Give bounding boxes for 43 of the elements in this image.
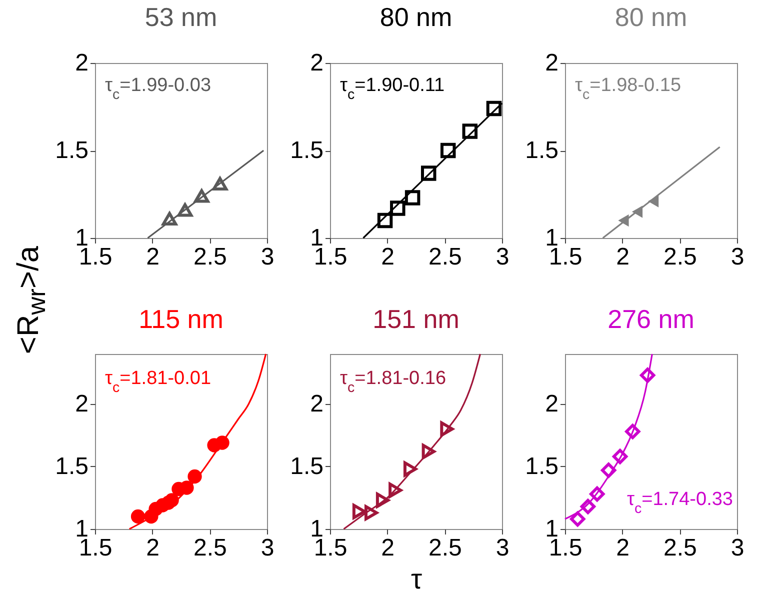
annotation: τ$_{c}$=1.74-0.33: [626, 489, 733, 517]
x-axis-title: τ: [410, 564, 422, 594]
x-tick-label: 2.5: [193, 534, 227, 562]
y-tick-label: 1.5: [525, 453, 558, 480]
chart-title: 80 nm: [614, 2, 688, 32]
x-tick-label: 2.5: [663, 244, 697, 270]
y-tick-label: 2: [545, 50, 558, 76]
annotation: τ$_{c}$=1.99-0.03: [105, 75, 212, 103]
x-tick-label: 2: [616, 534, 630, 562]
x-tick-label: 2: [381, 534, 395, 562]
annotation: τ$_{c}$=1.81-0.01: [105, 368, 212, 396]
annotation: τ$_{c}$=1.98-0.15: [575, 75, 682, 103]
x-tick-label: 2.5: [428, 244, 462, 270]
chart-title: 53 nm: [144, 2, 218, 32]
x-tick-label: 2.5: [428, 534, 462, 562]
chart-title: 80 nm: [380, 2, 452, 32]
y-tick-label: 1.5: [525, 137, 558, 164]
y-tick-label: 2: [75, 390, 88, 418]
y-tick-label: 1.5: [290, 453, 324, 480]
chart-title: 151 nm: [372, 304, 460, 334]
x-tick-label: 2.5: [663, 534, 697, 562]
x-tick-label: 2: [616, 244, 630, 270]
x-tick-label: 2: [146, 244, 160, 270]
x-tick-label: 3: [260, 244, 274, 270]
y-tick-label: 2: [310, 50, 324, 76]
x-tick-label: 3: [496, 244, 510, 270]
y-tick-label: 2: [545, 390, 558, 418]
chart-title: 115 nm: [138, 304, 224, 334]
x-tick-label: 3: [260, 534, 274, 562]
chart-title: 276 nm: [608, 304, 694, 334]
x-tick-label: 3: [730, 244, 744, 270]
y-tick-label: 1.5: [55, 137, 88, 164]
y-tick-label: 1.5: [55, 453, 88, 480]
x-tick-label: 2: [146, 534, 160, 562]
annotation: τ$_{c}$=1.90-0.11: [340, 75, 445, 103]
x-tick-label: 2.5: [193, 244, 227, 270]
y-tick-label: 1.5: [290, 137, 324, 164]
y-tick-label: 2: [75, 50, 88, 76]
x-tick-label: 3: [730, 534, 744, 562]
x-tick-label: 3: [496, 534, 510, 562]
y-tick-label: 2: [310, 390, 324, 418]
x-tick-label: 2: [381, 244, 395, 270]
annotation: τ$_{c}$=1.81-0.16: [340, 368, 446, 396]
